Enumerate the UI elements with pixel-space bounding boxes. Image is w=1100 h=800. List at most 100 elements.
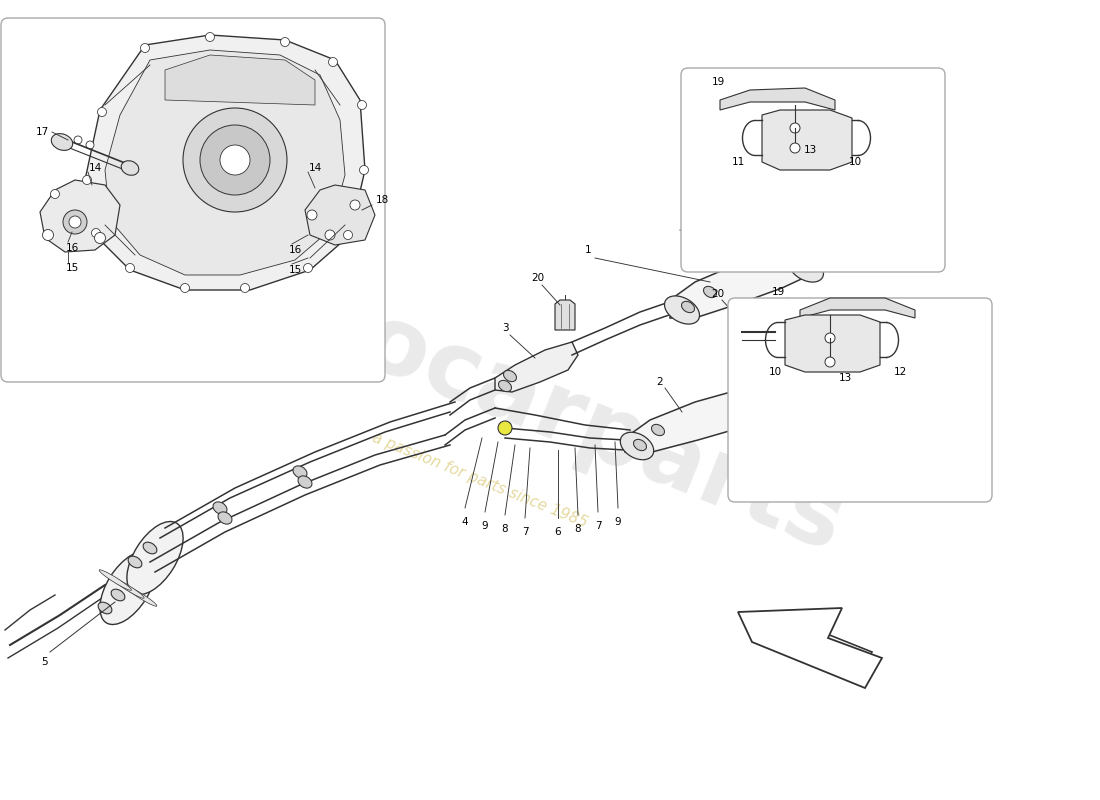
Text: 15: 15	[65, 263, 78, 273]
Text: 14: 14	[308, 163, 321, 173]
Ellipse shape	[98, 602, 112, 614]
Circle shape	[790, 123, 800, 133]
Ellipse shape	[128, 556, 142, 568]
Circle shape	[280, 38, 289, 46]
Text: 12: 12	[893, 367, 906, 377]
Circle shape	[63, 210, 87, 234]
Text: 16: 16	[65, 243, 78, 253]
Circle shape	[241, 283, 250, 293]
Text: 9: 9	[482, 521, 488, 531]
Ellipse shape	[100, 551, 156, 625]
Text: 8: 8	[574, 524, 581, 534]
Circle shape	[125, 263, 134, 273]
Circle shape	[51, 190, 59, 198]
Ellipse shape	[865, 380, 891, 400]
FancyBboxPatch shape	[1, 18, 385, 382]
Ellipse shape	[126, 522, 183, 594]
Ellipse shape	[664, 296, 700, 324]
Circle shape	[304, 263, 312, 273]
Ellipse shape	[498, 380, 512, 392]
Text: 18: 18	[375, 195, 388, 205]
Circle shape	[74, 136, 82, 144]
Text: 14: 14	[88, 163, 101, 173]
Polygon shape	[755, 612, 872, 678]
Circle shape	[98, 107, 107, 117]
Circle shape	[43, 230, 54, 241]
Polygon shape	[785, 315, 880, 372]
Polygon shape	[165, 55, 315, 105]
Text: a passion for parts since 1985: a passion for parts since 1985	[371, 430, 590, 530]
Polygon shape	[40, 180, 120, 252]
Text: 10: 10	[848, 157, 861, 167]
Circle shape	[95, 233, 106, 243]
Ellipse shape	[218, 512, 232, 524]
FancyBboxPatch shape	[681, 68, 945, 272]
Circle shape	[329, 58, 338, 66]
Circle shape	[825, 357, 835, 367]
Polygon shape	[556, 300, 575, 330]
Circle shape	[350, 200, 360, 210]
Text: 5: 5	[41, 657, 47, 667]
Circle shape	[307, 210, 317, 220]
Polygon shape	[738, 608, 882, 688]
Text: eurocarparts: eurocarparts	[184, 229, 857, 571]
Ellipse shape	[704, 286, 716, 298]
Polygon shape	[732, 330, 752, 360]
Ellipse shape	[213, 502, 227, 514]
Circle shape	[360, 166, 368, 174]
Polygon shape	[800, 298, 915, 318]
Ellipse shape	[912, 233, 938, 253]
Circle shape	[141, 43, 150, 53]
Circle shape	[180, 283, 189, 293]
Text: 1: 1	[585, 245, 592, 255]
Ellipse shape	[682, 302, 694, 313]
Ellipse shape	[759, 390, 793, 417]
Text: 8: 8	[502, 524, 508, 534]
Ellipse shape	[121, 161, 139, 175]
Text: 7: 7	[521, 527, 528, 537]
Circle shape	[82, 175, 91, 185]
Circle shape	[790, 143, 800, 153]
Text: 10: 10	[769, 367, 782, 377]
Text: 6: 6	[554, 527, 561, 537]
Circle shape	[206, 33, 214, 42]
Text: 11: 11	[732, 157, 745, 167]
Text: 7: 7	[595, 521, 602, 531]
Polygon shape	[625, 388, 778, 452]
Text: 19: 19	[712, 77, 725, 87]
Text: 13: 13	[838, 373, 851, 383]
Circle shape	[358, 101, 366, 110]
Polygon shape	[670, 252, 810, 318]
Ellipse shape	[99, 570, 131, 590]
Text: 16: 16	[288, 245, 301, 255]
Ellipse shape	[620, 432, 653, 460]
Circle shape	[183, 108, 287, 212]
Circle shape	[69, 216, 81, 228]
Ellipse shape	[52, 134, 73, 150]
Ellipse shape	[912, 243, 938, 263]
Ellipse shape	[124, 586, 157, 606]
Text: 4: 4	[462, 517, 469, 527]
Text: 3: 3	[502, 323, 508, 333]
Ellipse shape	[865, 370, 891, 390]
Text: 15: 15	[288, 265, 301, 275]
Circle shape	[220, 145, 250, 175]
Text: 20: 20	[712, 289, 725, 299]
Polygon shape	[104, 50, 345, 275]
Ellipse shape	[651, 424, 664, 436]
Polygon shape	[305, 185, 375, 245]
Circle shape	[200, 125, 270, 195]
Circle shape	[324, 230, 336, 240]
Ellipse shape	[298, 476, 312, 488]
Polygon shape	[495, 342, 578, 392]
Ellipse shape	[112, 578, 144, 598]
Polygon shape	[85, 35, 365, 290]
Circle shape	[825, 333, 835, 343]
Ellipse shape	[789, 254, 824, 282]
Text: 9: 9	[615, 517, 622, 527]
Text: 2: 2	[657, 377, 663, 387]
Ellipse shape	[293, 466, 307, 478]
Polygon shape	[720, 88, 835, 110]
FancyBboxPatch shape	[728, 298, 992, 502]
Circle shape	[91, 229, 100, 238]
